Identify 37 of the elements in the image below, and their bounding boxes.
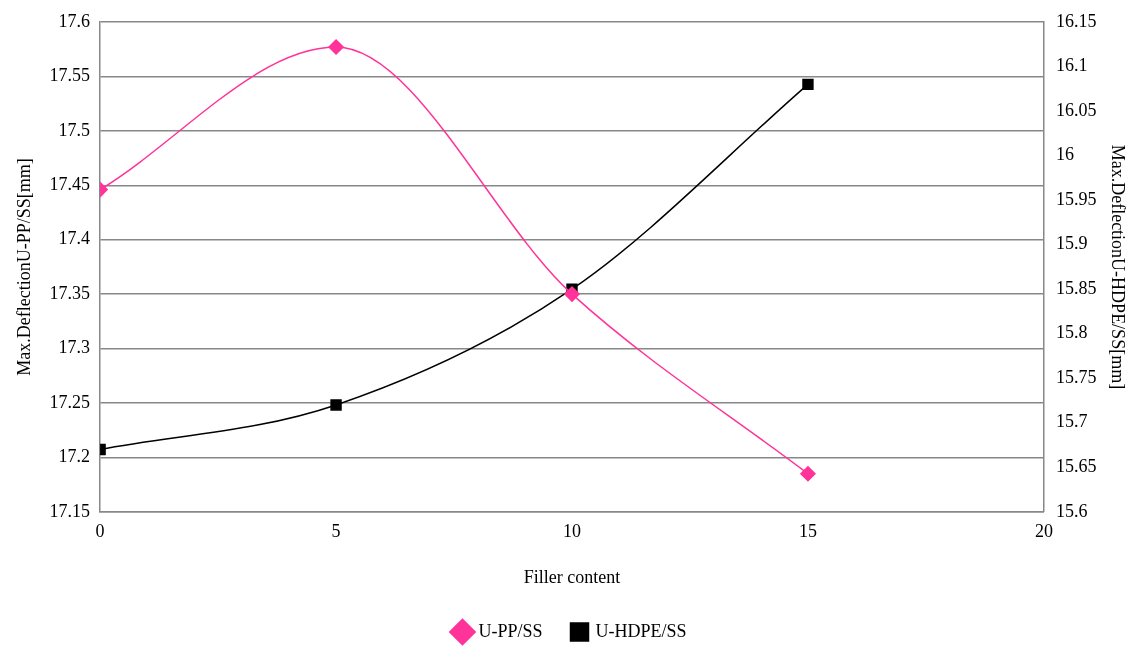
y2-axis-title: Max.DeflectionU-HDPE/SS[mm] [1108, 144, 1129, 390]
legend-label: U-HDPE/SS [595, 620, 687, 641]
y2-tick-label: 15.6 [1055, 500, 1088, 521]
y2-tick-label: 16.1 [1055, 55, 1088, 76]
x-axis-title: Filler content [523, 566, 621, 587]
y-tick-label: 17.15 [49, 500, 91, 521]
point [802, 78, 814, 91]
y-tick-label: 17.2 [58, 446, 91, 467]
y2-tick-label: 15.7 [1055, 411, 1088, 432]
x-tick-label: 5 [331, 521, 341, 542]
y-tick-label: 17.4 [58, 228, 91, 249]
y2-tick-label: 16 [1055, 144, 1074, 165]
y2-tick-label: 16.15 [1055, 10, 1097, 31]
legend-label: U-PP/SS [478, 620, 543, 641]
y2-tick-label: 15.9 [1055, 233, 1088, 254]
y-tick-label: 17.6 [58, 10, 91, 31]
x-tick-label: 10 [563, 521, 581, 542]
x-tick-label: 15 [798, 521, 817, 542]
y2-tick-label: 16.05 [1055, 99, 1097, 120]
y-tick-label: 17.55 [49, 65, 91, 86]
y2-tick-label: 15.65 [1055, 456, 1097, 477]
y-axis-title: Max.DeflectionU-PP/SS[mm] [13, 158, 34, 376]
x-tick-label: 20 [1034, 521, 1053, 542]
point [800, 465, 816, 482]
y-tick-label: 17.45 [49, 174, 91, 194]
point [564, 286, 580, 302]
y-tick-label: 17.5 [58, 119, 91, 140]
y2-tick-label: 15.8 [1055, 322, 1088, 343]
point [328, 39, 344, 55]
y-tick-label: 17.35 [49, 282, 91, 303]
x-tick-label: 0 [95, 521, 105, 542]
y2-tick-label: 15.95 [1055, 188, 1097, 209]
y2-tick-label: 15.75 [1055, 366, 1097, 387]
y-tick-label: 17.25 [49, 391, 91, 412]
y2-tick-label: 15.85 [1055, 277, 1097, 298]
point [330, 399, 342, 411]
y-tick-label: 17.3 [58, 337, 91, 358]
